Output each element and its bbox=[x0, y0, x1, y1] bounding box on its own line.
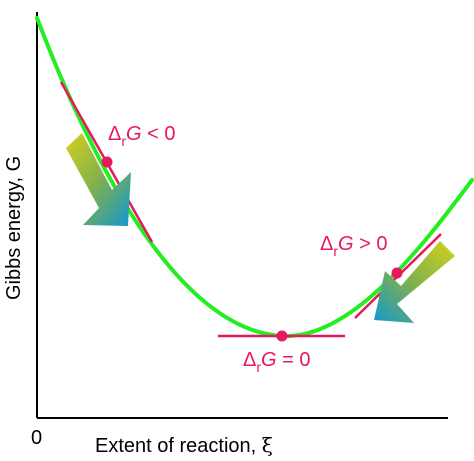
annotation-left: ΔrG < 0 bbox=[108, 123, 176, 149]
left-arrow-icon bbox=[66, 133, 131, 226]
right-arrow-icon bbox=[374, 241, 455, 323]
x-axis-label-text: Extent of reaction, bbox=[95, 435, 256, 457]
y-axis-label: Gibbs energy, G bbox=[3, 156, 25, 300]
x-axis-label-symbol: ξ bbox=[262, 433, 273, 457]
annotation-minimum: ΔrG = 0 bbox=[243, 349, 311, 375]
x-axis-label: Extent of reaction, ξ bbox=[95, 433, 273, 457]
gibbs-energy-curve bbox=[35, 16, 474, 339]
point-right bbox=[391, 267, 403, 279]
point-left bbox=[101, 156, 113, 168]
point-minimum bbox=[276, 330, 288, 342]
annotation-right: ΔrG > 0 bbox=[320, 233, 388, 259]
origin-label: 0 bbox=[31, 427, 42, 449]
